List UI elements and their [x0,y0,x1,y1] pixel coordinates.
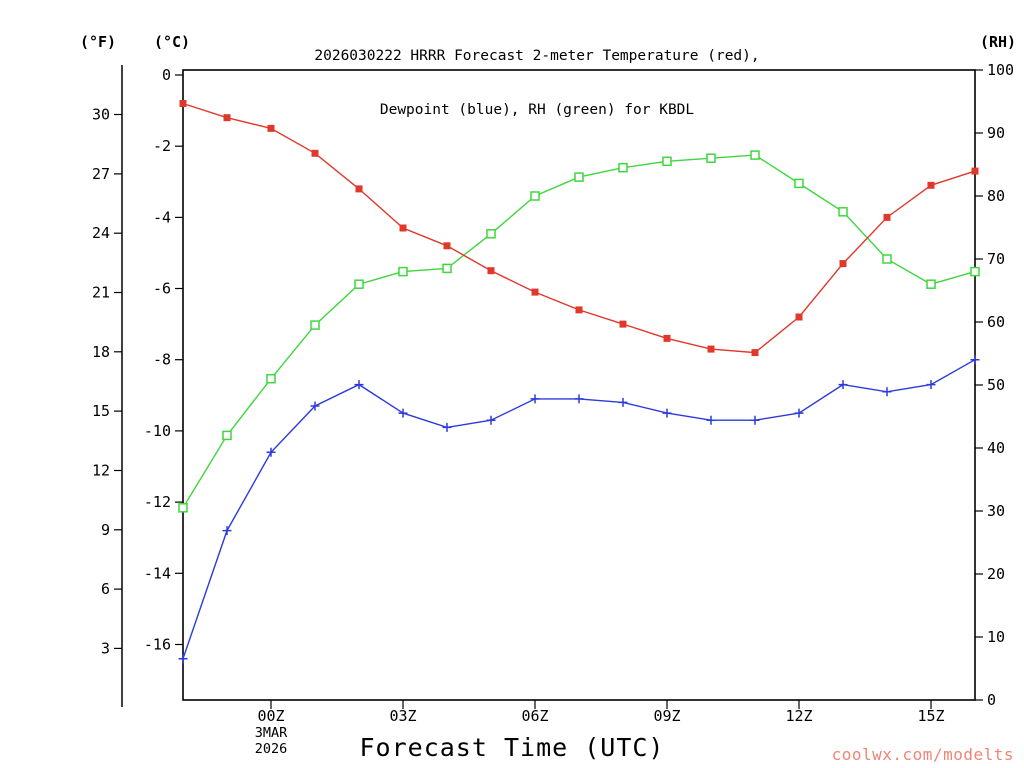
svg-text:-12: -12 [144,493,171,511]
rh-axis-unit-label: (RH) [979,33,1017,51]
svg-text:-2: -2 [153,137,171,155]
svg-text:06Z: 06Z [521,707,548,725]
fahrenheit-axis-unit-label: (°F) [79,33,117,51]
svg-text:20: 20 [987,565,1005,583]
svg-text:12: 12 [92,462,110,480]
svg-text:03Z: 03Z [389,707,416,725]
svg-text:40: 40 [987,439,1005,457]
svg-text:6: 6 [101,580,110,598]
svg-text:60: 60 [987,313,1005,331]
svg-text:21: 21 [92,284,110,302]
svg-text:15: 15 [92,402,110,420]
svg-text:09Z: 09Z [653,707,680,725]
svg-text:70: 70 [987,250,1005,268]
svg-text:9: 9 [101,521,110,539]
watermark-text: coolwx.com/modelts [831,745,1014,764]
svg-text:-14: -14 [144,564,171,582]
svg-text:0: 0 [987,691,996,709]
svg-text:90: 90 [987,124,1005,142]
svg-text:27: 27 [92,165,110,183]
chart-title-line1: 2026030222 HRRR Forecast 2-meter Tempera… [314,48,760,64]
svg-text:30: 30 [987,502,1005,520]
svg-text:-8: -8 [153,351,171,369]
svg-text:18: 18 [92,343,110,361]
svg-text:15Z: 15Z [917,707,944,725]
svg-text:-4: -4 [153,208,171,226]
svg-text:3MAR: 3MAR [255,725,288,741]
svg-text:24: 24 [92,224,110,242]
svg-text:00Z: 00Z [257,707,284,725]
svg-text:0: 0 [162,66,171,84]
celsius-axis-unit-label: (°C) [153,33,191,51]
svg-text:12Z: 12Z [785,707,812,725]
svg-text:100: 100 [987,61,1014,79]
svg-text:80: 80 [987,187,1005,205]
svg-text:30: 30 [92,106,110,124]
svg-text:10: 10 [987,628,1005,646]
svg-text:-16: -16 [144,636,171,654]
svg-text:3: 3 [101,639,110,657]
chart-title-line2: Dewpoint (blue), RH (green) for KBDL [379,102,695,118]
svg-text:-6: -6 [153,280,171,298]
x-axis-title: Forecast Time (UTC) [359,733,665,762]
svg-text:2026: 2026 [255,741,288,757]
svg-text:50: 50 [987,376,1005,394]
svg-text:-10: -10 [144,422,171,440]
chart-title: 2026030222 HRRR Forecast 2-meter Tempera… [117,11,957,155]
